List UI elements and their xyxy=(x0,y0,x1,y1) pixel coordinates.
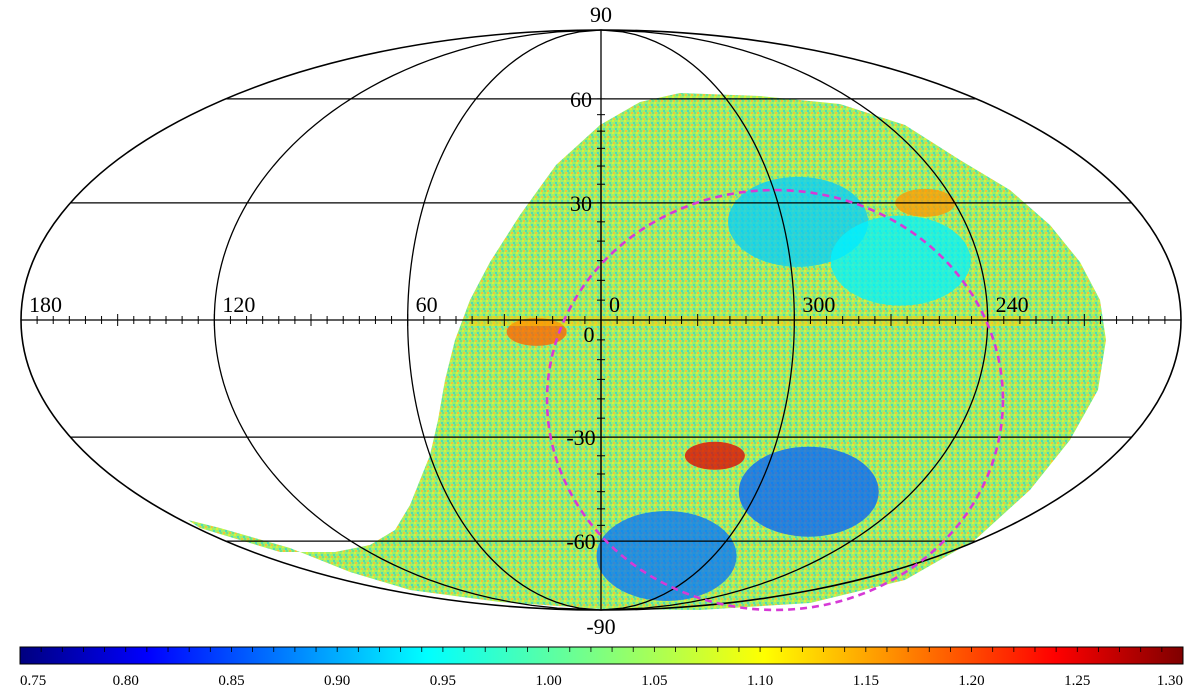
latitude-label: -30 xyxy=(566,425,595,450)
colorbar-tick-label: 1.00 xyxy=(536,673,562,689)
colorbar-tick-label: 1.10 xyxy=(747,673,773,689)
colorbar: 0.75 0.80 0.85 0.90 0.95 1.00 1.05 1.10 1.15 1.20… xyxy=(19,646,1184,689)
colorbar-ticks xyxy=(19,647,1184,652)
colorbar-tick-label: 0.85 xyxy=(218,673,244,689)
latitude-labels: 90 60 30 0 -30 -60 -90 xyxy=(566,2,615,639)
low-value-region-1 xyxy=(738,446,879,537)
longitude-label: 180 xyxy=(29,292,62,317)
colorbar-tick-label: 1.30 xyxy=(1157,673,1183,689)
low-value-region-2 xyxy=(728,176,869,267)
colorbar-tick-label: 1.25 xyxy=(1064,673,1090,689)
latitude-label: 60 xyxy=(570,87,592,112)
colorbar-tick-label: 1.20 xyxy=(958,673,984,689)
survey-footprint xyxy=(188,93,1106,610)
latitude-label: -90 xyxy=(586,614,615,639)
longitude-label: 0 xyxy=(609,292,620,317)
dashed-circle xyxy=(545,188,1005,612)
longitude-label: 240 xyxy=(996,292,1029,317)
colorbar-gradient xyxy=(19,646,1184,665)
colorbar-tick-label: 1.05 xyxy=(641,673,667,689)
colorbar-tick-label: 0.90 xyxy=(324,673,350,689)
colorbar-labels: 0.75 0.80 0.85 0.90 0.95 1.00 1.05 1.10 1.15 1.20… xyxy=(20,673,1183,689)
colorbar-tick-label: 0.75 xyxy=(20,673,46,689)
colorbar-tick-label: 0.80 xyxy=(113,673,139,689)
low-value-region-0 xyxy=(596,511,737,602)
colorbar-tick-label: 1.15 xyxy=(853,673,879,689)
plane-band xyxy=(470,316,1030,326)
colorbar-tick-label: 0.95 xyxy=(430,673,456,689)
low-value-region-3 xyxy=(830,215,971,306)
latitude-axis xyxy=(597,98,605,542)
latitude-label: 90 xyxy=(590,2,612,27)
high-value-region-1 xyxy=(684,441,745,470)
longitude-label: 60 xyxy=(416,292,438,317)
latitude-label: -60 xyxy=(566,529,595,554)
latitude-label: 30 xyxy=(570,191,592,216)
latitude-label: 0 xyxy=(584,322,595,347)
high-value-region-0 xyxy=(506,317,567,346)
longitude-labels: 180 120 60 0 300 240 xyxy=(29,292,1029,317)
longitude-label: 300 xyxy=(802,292,835,317)
longitude-label: 120 xyxy=(222,292,255,317)
